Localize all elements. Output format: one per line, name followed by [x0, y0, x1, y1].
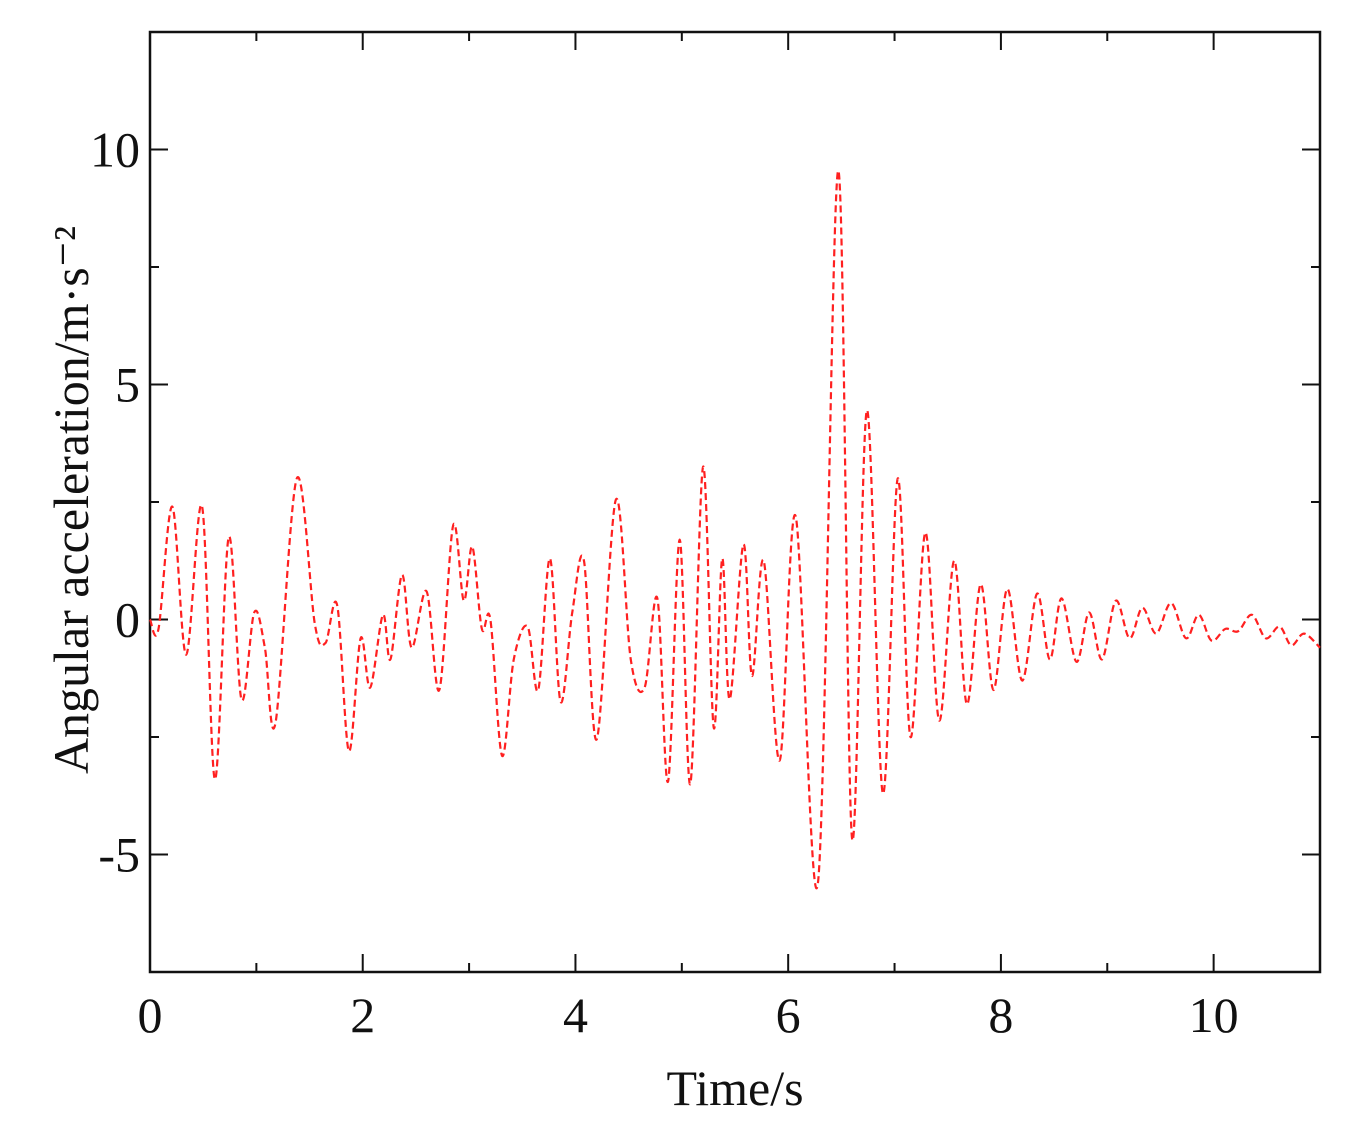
data-line [148, 169, 1321, 889]
x-axis-label: Time/s [666, 1060, 803, 1116]
y-tick-label: 10 [90, 122, 140, 178]
x-tick-label: 0 [138, 987, 163, 1043]
x-tick-label: 6 [776, 987, 801, 1043]
y-tick-label: -5 [98, 827, 140, 883]
y-axis-label: Angular acceleration/m·s⁻² [43, 226, 99, 774]
y-tick-label: 0 [115, 592, 140, 648]
x-tick-label: 10 [1189, 987, 1239, 1043]
x-tick-label: 4 [563, 987, 588, 1043]
plot-frame [148, 30, 1322, 974]
x-tick-label: 8 [988, 987, 1013, 1043]
y-tick-label: 5 [115, 357, 140, 413]
x-tick-label: 2 [350, 987, 375, 1043]
